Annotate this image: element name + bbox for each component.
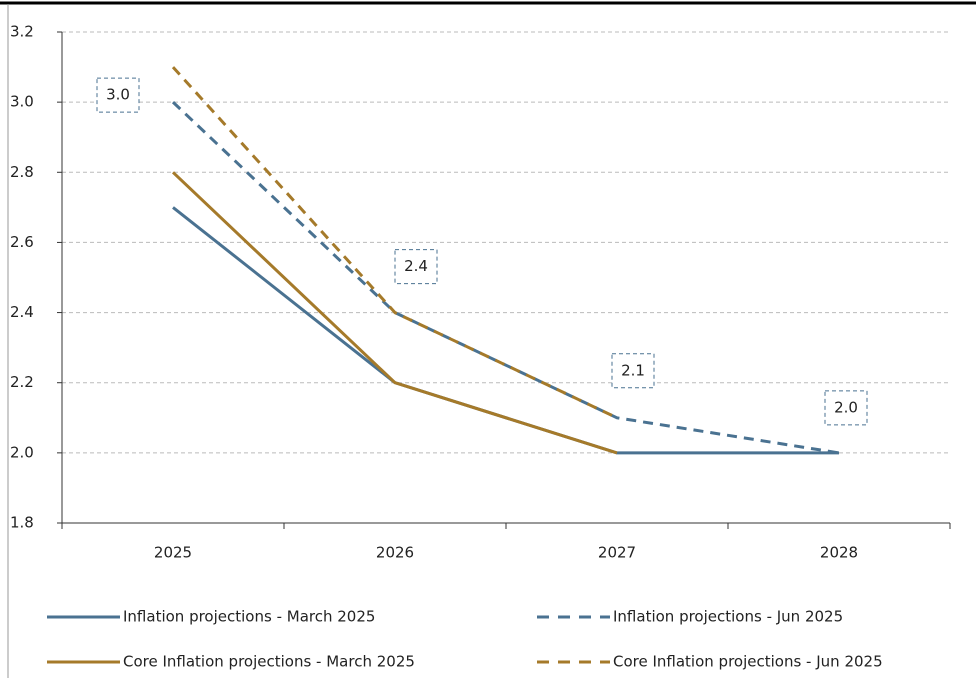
series-line: [172, 206, 839, 455]
label-box: [824, 390, 868, 426]
x-tick-label: 2026: [376, 544, 414, 562]
y-tick-label: 2.8: [10, 163, 34, 181]
y-tick-label: 3.2: [10, 23, 34, 41]
legend-label: Core Inflation projections - March 2025: [123, 653, 415, 671]
label-box: [96, 77, 140, 113]
x-tick-label: 2027: [598, 544, 636, 562]
y-tick-label: 2.6: [10, 233, 34, 251]
series-line: [171, 66, 618, 420]
y-tick-label: 1.8: [10, 514, 34, 532]
legend-label: Inflation projections - March 2025: [123, 608, 375, 626]
y-tick-label: 2.4: [10, 303, 34, 321]
label-box: [611, 353, 655, 389]
series-line: [171, 101, 840, 455]
y-tick-label: 3.0: [10, 93, 34, 111]
legend-label: Core Inflation projections - Jun 2025: [613, 653, 883, 671]
legend-label: Inflation projections - Jun 2025: [613, 608, 843, 626]
data-label: 2.0: [834, 398, 858, 416]
data-label: 3.0: [106, 86, 130, 104]
series-line: [171, 171, 618, 455]
x-tick-label: 2028: [820, 544, 858, 562]
data-label: 2.4: [404, 257, 428, 275]
y-tick-label: 2.0: [10, 443, 34, 461]
x-tick-label: 2025: [154, 544, 192, 562]
y-tick-label: 2.2: [10, 373, 34, 391]
data-label: 2.1: [621, 361, 645, 379]
label-box: [394, 249, 438, 285]
